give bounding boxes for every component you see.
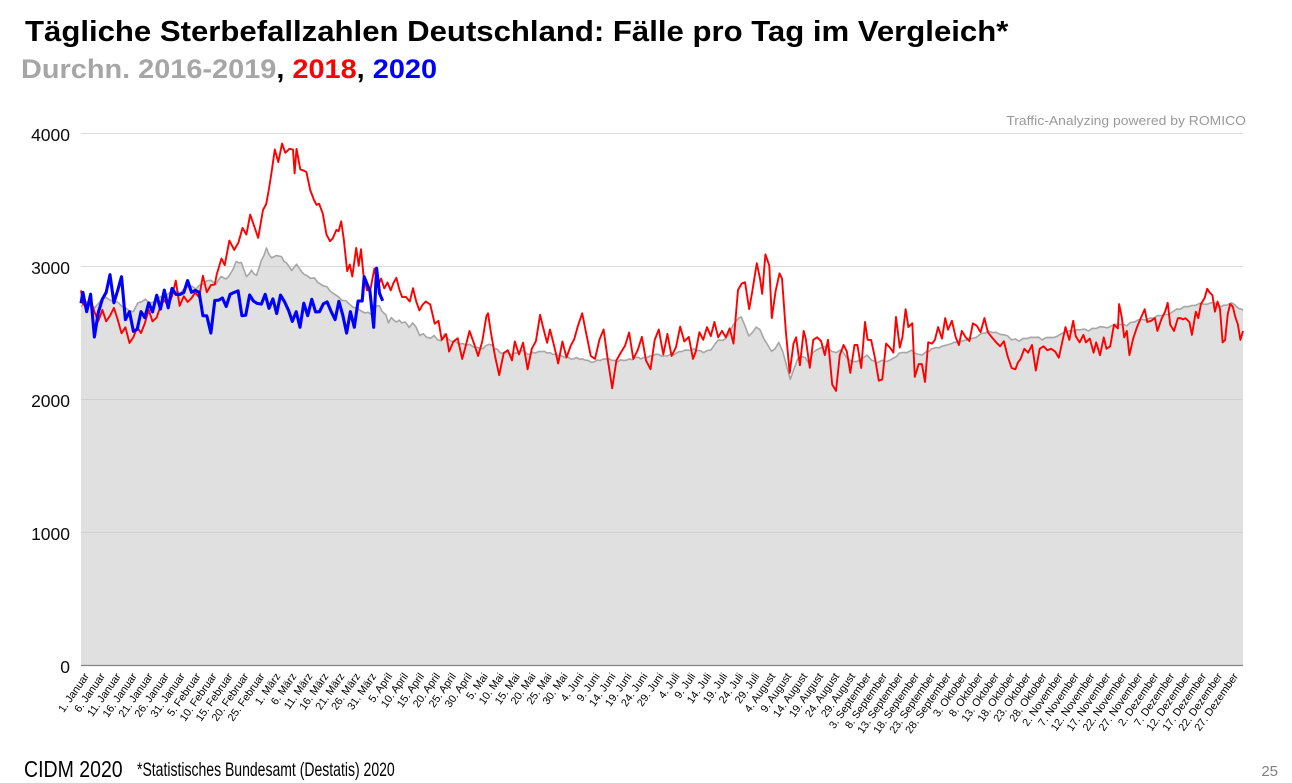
svg-text:3000: 3000 — [31, 258, 70, 278]
svg-text:0: 0 — [60, 657, 70, 677]
svg-text:4000: 4000 — [31, 125, 70, 145]
svg-text:1000: 1000 — [31, 524, 70, 544]
svg-text:2000: 2000 — [31, 391, 70, 411]
